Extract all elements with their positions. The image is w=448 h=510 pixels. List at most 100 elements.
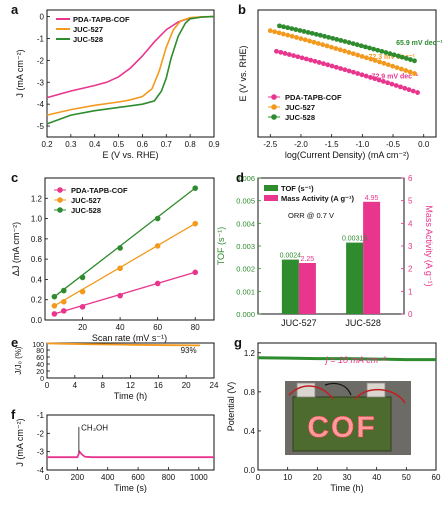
- series-line: [257, 356, 436, 362]
- data-point: [393, 83, 399, 88]
- black-wire: [324, 382, 352, 396]
- x-tick-label: 0.7: [161, 140, 173, 149]
- fit-line: [54, 187, 196, 298]
- retention-annotation: 93%: [181, 346, 197, 355]
- y-tick-label: -1: [37, 411, 45, 420]
- data-point: [322, 33, 327, 39]
- legend-label: JUC-527: [285, 103, 315, 112]
- x-tick-label: 24: [210, 381, 219, 390]
- x-tick-label: 10: [283, 473, 292, 482]
- series-line: [46, 15, 215, 125]
- data-point: [303, 56, 309, 62]
- data-point: [308, 57, 314, 63]
- data-point: [389, 81, 395, 87]
- data-point: [359, 54, 365, 59]
- y-tick-label: 1.0: [31, 215, 43, 224]
- data-point: [383, 50, 389, 55]
- tafel-slope-label: 72.9 mV dec⁻¹: [372, 73, 419, 80]
- electrode-cell-left: [296, 382, 316, 398]
- data-point: [309, 30, 315, 36]
- y-tick-label: 0.000: [236, 310, 255, 319]
- data-point: [326, 34, 331, 40]
- y-tick-label: 0.006: [236, 174, 255, 183]
- y-tick-label: -4: [37, 466, 45, 475]
- bar-mass-activity: [298, 263, 316, 314]
- legend-marker: [271, 104, 277, 110]
- data-point: [375, 47, 381, 53]
- legend-marker: [57, 187, 63, 193]
- y-axis-label: ΔJ (mA cm⁻²): [11, 222, 21, 276]
- data-point: [338, 66, 343, 71]
- x-tick-label: 0: [45, 473, 50, 482]
- data-point: [307, 38, 313, 44]
- data-point: [320, 42, 326, 48]
- data-point: [380, 78, 386, 84]
- x-tick-label: 1000: [190, 473, 208, 482]
- data-point: [355, 52, 361, 58]
- data-point: [403, 68, 409, 73]
- data-point: [329, 44, 334, 50]
- data-point: [403, 55, 409, 61]
- data-point: [154, 215, 161, 222]
- bar-tof: [281, 259, 299, 314]
- data-point: [351, 69, 356, 75]
- data-point: [297, 28, 303, 33]
- x-tick-label: -1.5: [325, 140, 339, 149]
- x-axis-label: Time (s): [114, 483, 147, 493]
- x-tick-label: 4: [73, 381, 78, 390]
- data-point: [334, 36, 340, 42]
- panel-letter: g: [234, 335, 242, 350]
- x-tick-label: 0: [45, 381, 50, 390]
- category-label: JUC-528: [345, 318, 381, 328]
- data-point: [350, 41, 356, 47]
- x-tick-label: 400: [101, 473, 115, 482]
- y-tick-label: 1.2: [31, 194, 43, 203]
- y-right-tick-label: 5: [408, 197, 413, 206]
- y-tick-label: 60: [36, 355, 44, 362]
- series-line: [46, 15, 215, 116]
- data-point: [406, 87, 412, 93]
- y-tick-label: -4: [37, 100, 45, 109]
- x-tick-label: 60: [432, 473, 441, 482]
- plot-frame: [257, 9, 437, 138]
- data-point: [79, 274, 86, 281]
- y-right-tick-label: 4: [408, 219, 413, 228]
- data-point: [79, 288, 86, 295]
- data-point: [51, 293, 58, 300]
- y-tick-label: 0.8: [31, 235, 43, 244]
- data-point: [192, 269, 199, 276]
- y-tick-label: -2: [37, 429, 45, 438]
- y-tick-label: 0: [40, 376, 44, 383]
- data-point: [321, 61, 326, 67]
- data-point: [407, 69, 413, 75]
- current-density-annotation: j = 10 mA cm⁻²: [325, 355, 387, 365]
- y-tick-label: 0.2: [31, 296, 43, 305]
- x-tick-label: 0.9: [208, 140, 220, 149]
- legend-marker: [57, 197, 63, 203]
- legend-swatch: [264, 185, 278, 191]
- y-axis-label: J/J₀ (%): [14, 346, 23, 375]
- data-point: [305, 29, 311, 35]
- data-point: [294, 35, 299, 40]
- data-point: [117, 292, 123, 299]
- data-point: [295, 54, 301, 60]
- red-wire: [288, 385, 334, 400]
- data-point: [298, 36, 304, 42]
- data-point: [289, 26, 295, 32]
- data-point: [368, 56, 374, 62]
- panel-letter: f: [11, 407, 16, 422]
- red-wire: [354, 388, 406, 404]
- data-point: [402, 85, 408, 91]
- plot-frame: [44, 177, 215, 321]
- data-point: [51, 311, 58, 317]
- data-point: [377, 59, 382, 65]
- data-point: [301, 29, 307, 34]
- y-tick-label: -3: [37, 448, 45, 457]
- data-point: [412, 58, 417, 64]
- data-point: [337, 47, 343, 53]
- panel-d: 0.000 0.001 0.002 0.003 0.004 0.005 0.006 0 1 2 3 4…: [216, 170, 434, 328]
- x-tick-label: 0.3: [65, 140, 77, 149]
- x-tick-label: 12: [126, 381, 135, 390]
- data-point: [342, 39, 348, 44]
- x-tick-label: -2.0: [294, 140, 308, 149]
